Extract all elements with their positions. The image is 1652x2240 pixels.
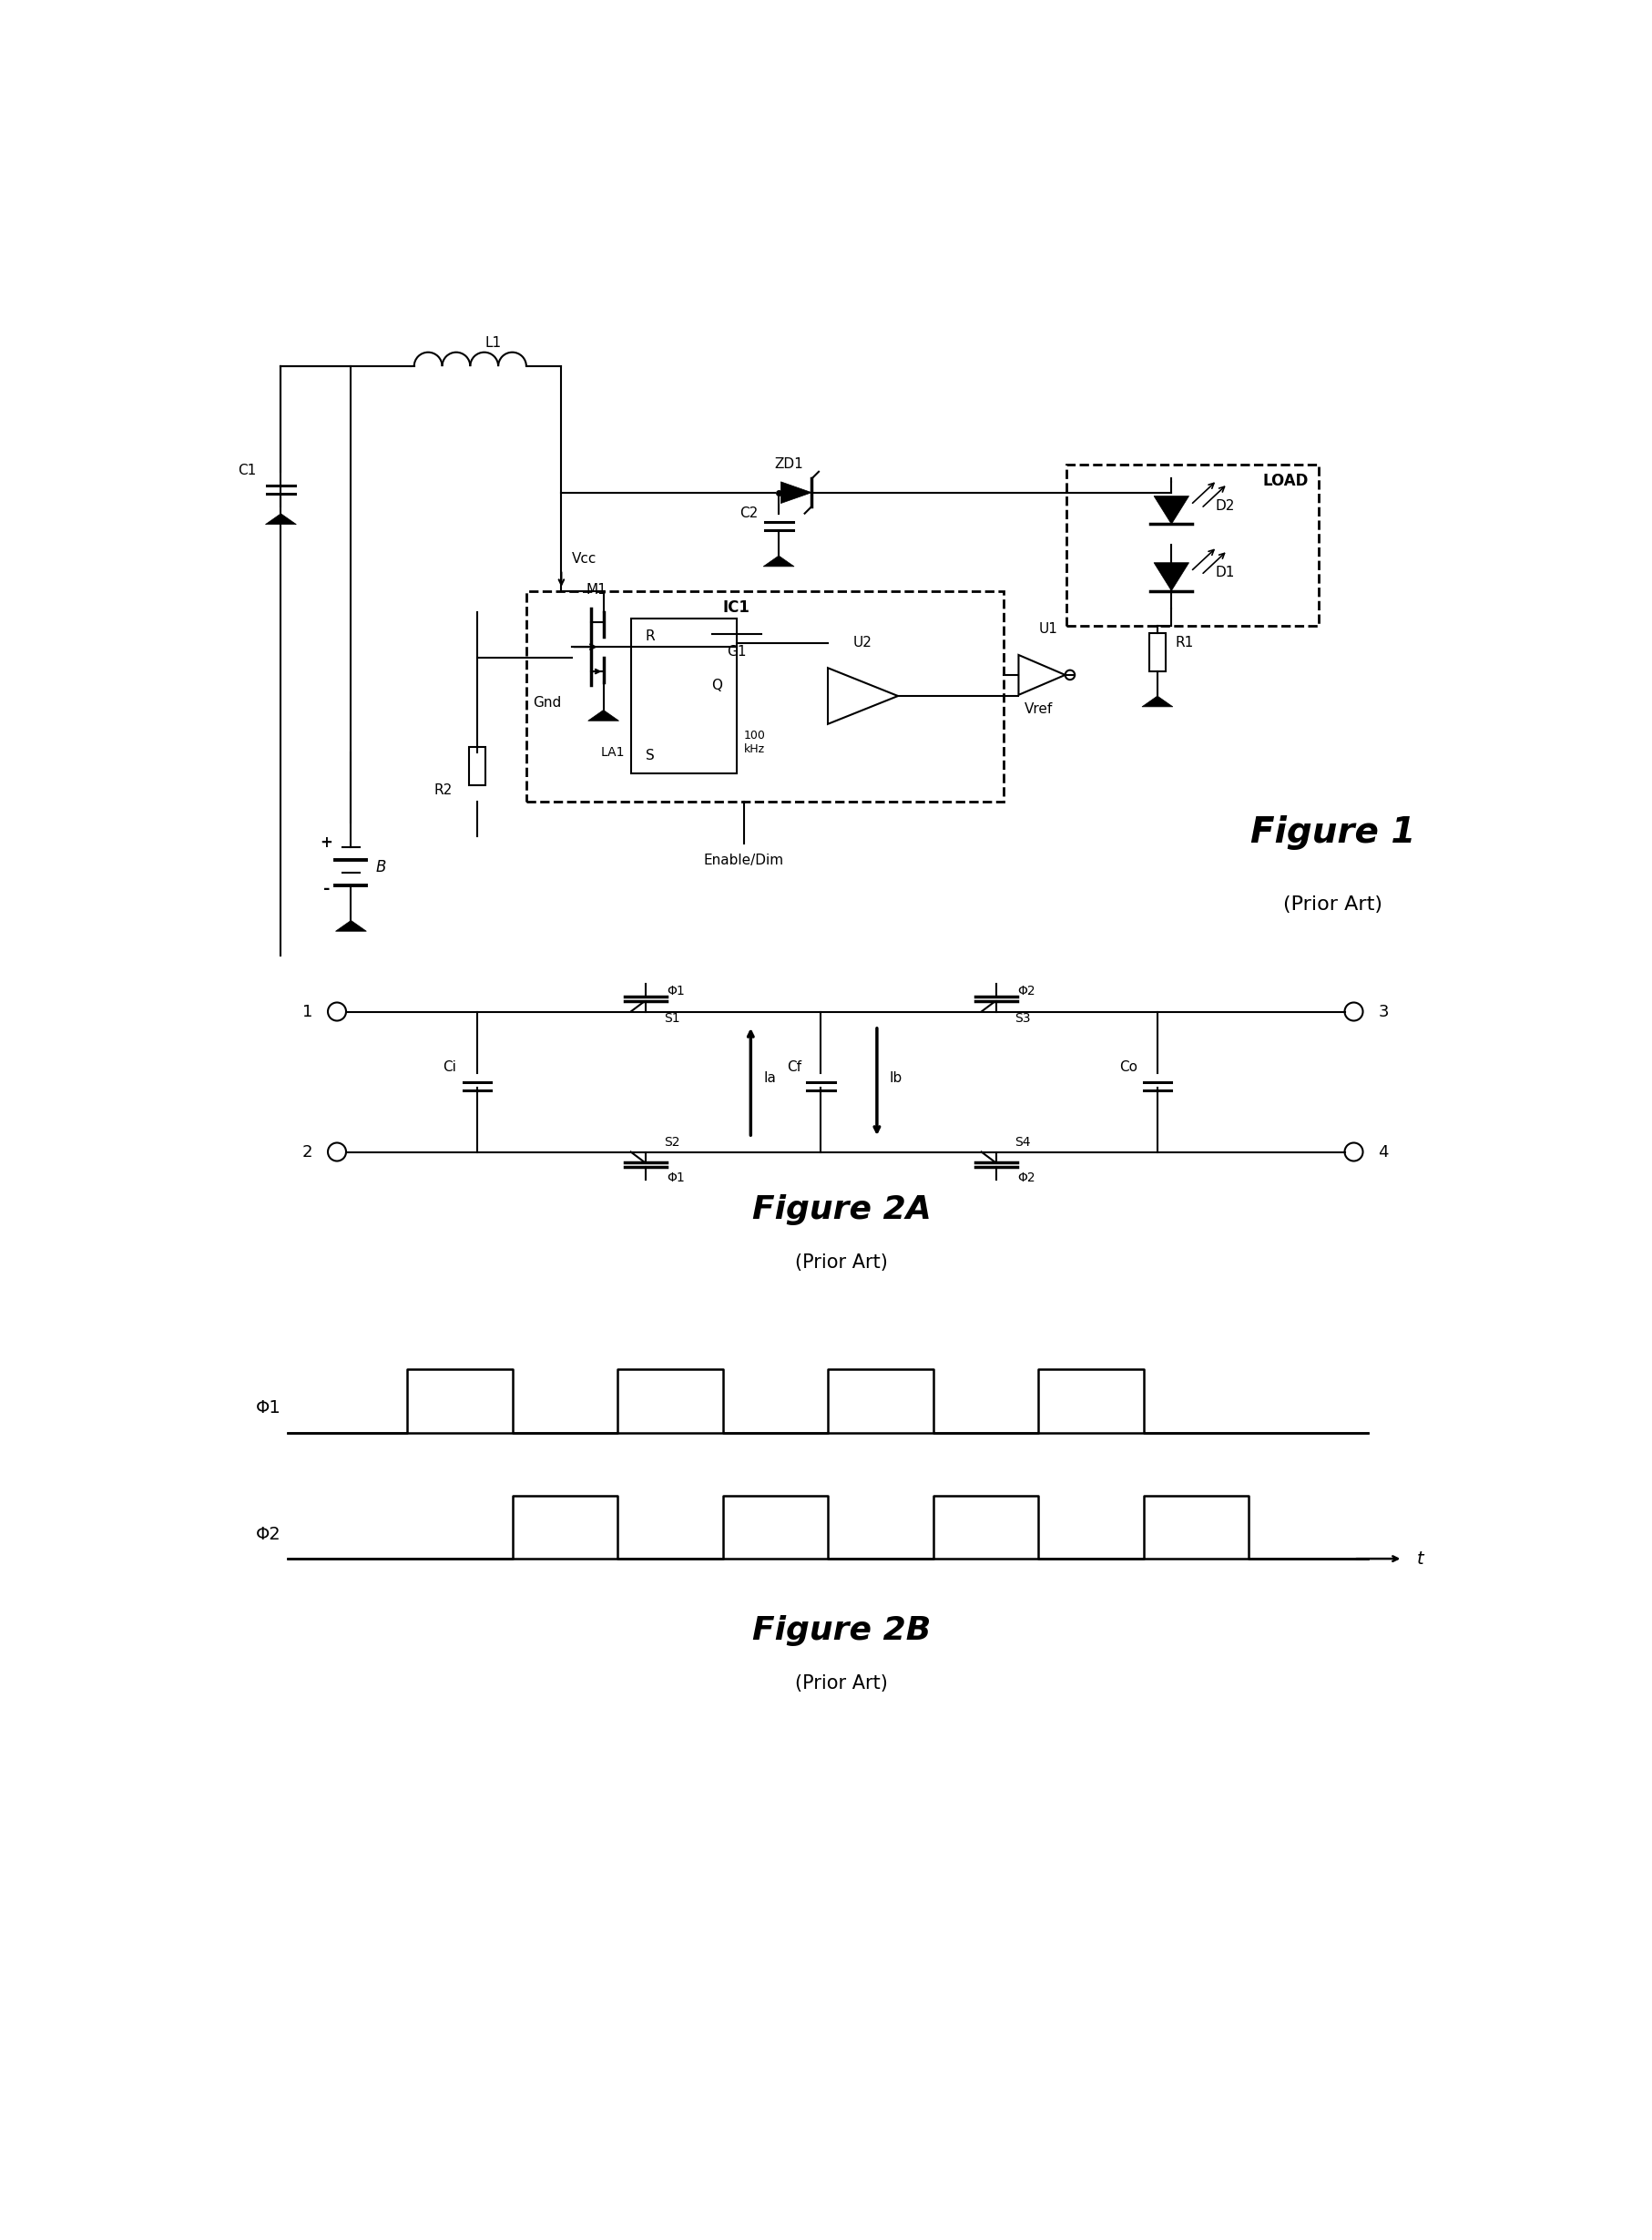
Text: Vcc: Vcc [572,551,596,564]
Text: B: B [375,858,385,876]
Polygon shape [1142,697,1173,708]
Polygon shape [588,710,618,721]
Text: Gnd: Gnd [532,697,562,710]
Text: Ia: Ia [763,1071,775,1084]
Text: 4: 4 [1378,1145,1388,1160]
Text: Φ2: Φ2 [1016,1172,1034,1185]
Text: S: S [646,748,654,762]
Polygon shape [1153,495,1188,524]
Text: Co: Co [1118,1060,1137,1073]
Circle shape [327,1142,345,1160]
Text: Figure 2B: Figure 2B [752,1615,930,1646]
Text: (Prior Art): (Prior Art) [795,1676,887,1693]
Text: R1: R1 [1175,636,1193,650]
Text: +: + [320,833,332,851]
Text: LOAD: LOAD [1262,473,1307,488]
Text: Enable/Dim: Enable/Dim [704,853,783,867]
Text: Φ1: Φ1 [666,986,684,997]
Text: (Prior Art): (Prior Art) [1282,896,1381,914]
Text: R2: R2 [434,784,453,797]
Text: Φ1: Φ1 [256,1400,281,1416]
Text: Vref: Vref [1023,703,1052,717]
Text: D2: D2 [1214,500,1234,513]
Text: S2: S2 [664,1136,681,1149]
Text: Q: Q [712,679,722,692]
Circle shape [1343,1142,1363,1160]
Text: M1: M1 [586,582,606,598]
Text: Φ1: Φ1 [666,1172,684,1185]
Text: S3: S3 [1014,1012,1031,1026]
Text: S4: S4 [1014,1136,1031,1149]
Text: 100
kHz: 100 kHz [743,730,765,755]
Text: S1: S1 [664,1012,681,1026]
Text: ZD1: ZD1 [775,457,803,470]
Bar [631,618,737,773]
Text: G1: G1 [727,645,747,659]
Text: Φ2: Φ2 [1016,986,1034,997]
Circle shape [1064,670,1074,679]
Text: Ci: Ci [443,1060,456,1073]
Text: LA1: LA1 [600,746,624,759]
Bar [1066,464,1318,625]
Text: Ib: Ib [889,1071,902,1084]
Polygon shape [780,482,811,504]
Circle shape [1343,1004,1363,1021]
Text: 2: 2 [302,1145,312,1160]
Text: R: R [646,629,654,643]
Text: Figure 2A: Figure 2A [752,1194,932,1225]
Text: 3: 3 [1378,1004,1388,1019]
Text: Cf: Cf [786,1060,801,1073]
Text: Φ2: Φ2 [256,1525,281,1543]
Polygon shape [828,668,897,724]
Text: -: - [322,880,330,898]
Text: IC1: IC1 [722,598,750,616]
Polygon shape [335,921,367,932]
Polygon shape [1153,562,1188,591]
Circle shape [327,1004,345,1021]
Polygon shape [763,556,793,567]
Text: t: t [1416,1550,1422,1568]
Bar [469,746,486,786]
Polygon shape [1018,654,1064,694]
Text: (Prior Art): (Prior Art) [795,1254,887,1272]
Text: C2: C2 [738,506,757,520]
Text: U1: U1 [1039,623,1057,636]
Text: U2: U2 [852,636,872,650]
Bar [525,591,1003,802]
Text: 1: 1 [302,1004,312,1019]
Polygon shape [266,513,296,524]
Text: Figure 1: Figure 1 [1249,815,1414,849]
Text: D1: D1 [1214,567,1234,580]
Bar [1148,634,1165,672]
Text: C1: C1 [238,464,256,477]
Text: L1: L1 [484,336,501,349]
